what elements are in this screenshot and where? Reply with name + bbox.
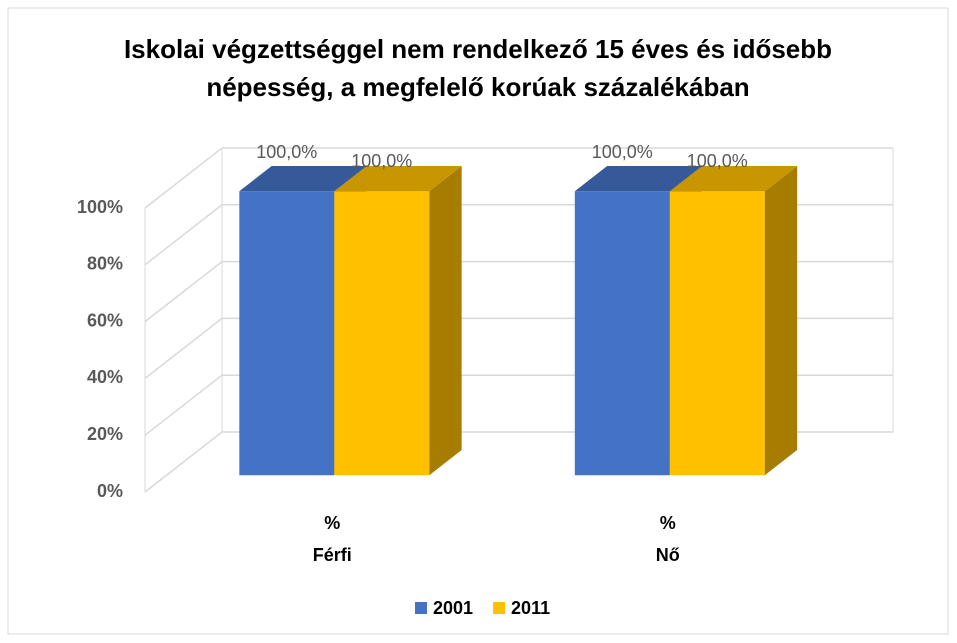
bar-side	[764, 166, 798, 476]
bar-front	[574, 191, 670, 476]
bar-top	[239, 166, 367, 192]
bar-front	[334, 191, 430, 476]
bar	[334, 166, 462, 476]
grid-line	[144, 147, 893, 209]
bar	[669, 166, 798, 476]
y-tick-label: 80%	[87, 254, 123, 274]
legend-label: 2011	[511, 598, 550, 618]
legend-swatch	[415, 602, 427, 614]
y-tick-label: 40%	[87, 367, 123, 387]
y-tick-label: 20%	[87, 424, 123, 444]
x-tick-label: Nő	[656, 545, 680, 565]
legend-swatch	[493, 602, 506, 614]
x-tick-label: %	[324, 513, 340, 533]
data-label: 100,0%	[592, 142, 653, 162]
y-tick-label: 0%	[97, 481, 123, 501]
bar-front	[669, 191, 765, 476]
data-label: 100,0%	[256, 142, 317, 162]
legend-label: 2001	[433, 598, 473, 618]
x-tick-label: Férfi	[313, 545, 352, 565]
y-tick-label: 100%	[77, 197, 123, 217]
data-label: 100,0%	[351, 151, 412, 171]
y-tick-label: 60%	[87, 310, 123, 330]
bar-side	[429, 166, 462, 476]
x-tick-label: %	[660, 513, 676, 533]
bar-top	[669, 166, 798, 192]
bar-front	[239, 191, 335, 476]
bar-top	[334, 166, 462, 192]
bar-top	[574, 166, 703, 192]
chart-title: Iskolai végzettséggel nem rendelkező 15 …	[123, 34, 833, 102]
data-label: 100,0%	[687, 151, 748, 171]
